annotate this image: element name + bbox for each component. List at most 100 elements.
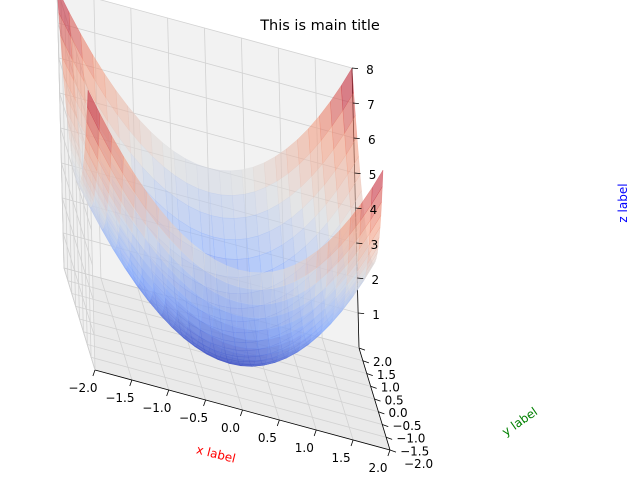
chart-title: This is main title — [259, 18, 380, 34]
surface-facet — [245, 339, 259, 349]
surface-facet — [233, 217, 248, 241]
surface-facet — [196, 163, 210, 193]
y-tick-mark — [382, 424, 389, 427]
surface-facet — [252, 162, 267, 192]
surface-facet — [243, 191, 257, 218]
tick-labels: −2.0−1.5−1.0−0.50.00.51.01.52.0 −2.0−1.5−… — [68, 63, 433, 475]
surface-facet — [236, 301, 250, 318]
surface-facet — [247, 303, 261, 319]
x-tick-mark — [387, 449, 391, 457]
x-axis-label: x label — [195, 442, 237, 465]
y-axis-label: y label — [499, 405, 540, 439]
x-tick-mark — [276, 419, 280, 427]
z-axis-label: z label — [616, 183, 630, 222]
x-tick-label: −0.5 — [179, 411, 208, 425]
x-tick-mark — [166, 389, 170, 397]
y-tick-label: 1.5 — [377, 368, 396, 382]
x-tick-label: −2.0 — [68, 381, 97, 395]
surface-facet — [254, 187, 268, 215]
surface-facet — [244, 347, 258, 356]
surface-facet — [259, 288, 273, 306]
surface-facet — [259, 303, 272, 319]
y-tick-label: 2.0 — [373, 355, 392, 369]
y-tick-label: −1.0 — [396, 432, 425, 446]
y-tick-label: 1.0 — [381, 381, 400, 395]
z-tick-mark — [352, 102, 359, 104]
z-tick-mark — [353, 137, 360, 139]
surface-facet — [209, 192, 223, 219]
surface-facet — [235, 238, 249, 260]
surface-facet — [224, 238, 238, 260]
pane-edge — [63, 267, 96, 371]
x-tick-mark — [203, 399, 207, 407]
x-tick-mark — [240, 409, 243, 417]
surface-facet — [244, 214, 259, 239]
surface-facet — [246, 235, 260, 259]
surface-facet — [212, 236, 227, 260]
x-tick-label: 0.0 — [221, 421, 240, 435]
surface-facet — [220, 194, 235, 219]
surface-facet — [260, 271, 274, 290]
surface-facet — [243, 354, 257, 361]
surface-facet — [371, 169, 384, 206]
x-tick-label: 1.0 — [295, 441, 314, 455]
z-tick-mark — [355, 207, 362, 209]
y-tick-mark — [366, 373, 373, 376]
surface-facet — [238, 269, 251, 290]
z-tick-label: 5 — [369, 168, 377, 182]
surface-facet — [219, 169, 233, 196]
z-tick-mark — [354, 172, 361, 174]
surface-facet — [237, 286, 250, 305]
y-tick-mark — [362, 360, 370, 364]
y-tick-label: 0.5 — [385, 393, 404, 407]
x-tick-mark — [313, 429, 317, 437]
y-tick-mark — [370, 385, 377, 389]
surface-facet — [211, 215, 225, 240]
surface-facet — [241, 166, 256, 195]
surface-facet — [226, 265, 240, 288]
x-tick-label: 1.5 — [332, 451, 351, 465]
y-tick-label: −1.5 — [400, 444, 429, 458]
z-tick-label: 8 — [366, 63, 374, 77]
surface-facet — [271, 268, 285, 289]
z-tick-label: 1 — [372, 308, 380, 322]
z-tick-mark — [351, 67, 359, 69]
surface-facet — [247, 317, 260, 331]
y-tick-mark — [378, 411, 385, 415]
x-tick-label: 0.5 — [258, 431, 277, 445]
surface-facet — [230, 169, 244, 196]
y-tick-mark — [358, 347, 366, 351]
surface-facet — [249, 271, 262, 290]
y-tick-mark — [389, 449, 397, 453]
z-tick-label: 2 — [371, 273, 379, 287]
z-tick-mark — [358, 312, 365, 314]
pane-edge — [56, 0, 65, 269]
x-tick-label: 2.0 — [368, 461, 387, 475]
surface-mesh — [57, 0, 384, 367]
z-tick-label: 7 — [367, 98, 375, 112]
surface-facet — [258, 316, 271, 331]
surface-facet — [257, 328, 271, 341]
x-tick-label: −1.0 — [142, 401, 171, 415]
surface-facet — [256, 338, 270, 349]
surface-facet — [207, 167, 222, 196]
x-tick-mark — [129, 379, 133, 387]
z-tick-label: 4 — [370, 203, 378, 217]
y-tick-label: −2.0 — [404, 457, 433, 471]
surface-facet — [256, 210, 270, 237]
y-tick-label: 0.0 — [389, 406, 408, 420]
surface-facet — [248, 288, 262, 306]
x-tick-mark — [350, 439, 354, 447]
z-tick-mark — [356, 242, 363, 244]
z-tick-label: 6 — [368, 133, 376, 147]
surface-facet — [235, 315, 249, 330]
y-tick-mark — [385, 436, 393, 440]
x-tick-mark — [92, 369, 96, 377]
surface-facet — [232, 194, 246, 219]
surface-facet — [198, 188, 212, 216]
y-tick-mark — [374, 398, 381, 402]
z-tick-label: 3 — [371, 238, 379, 252]
x-tick-label: −1.5 — [105, 391, 134, 405]
y-tick-label: −0.5 — [392, 419, 421, 433]
